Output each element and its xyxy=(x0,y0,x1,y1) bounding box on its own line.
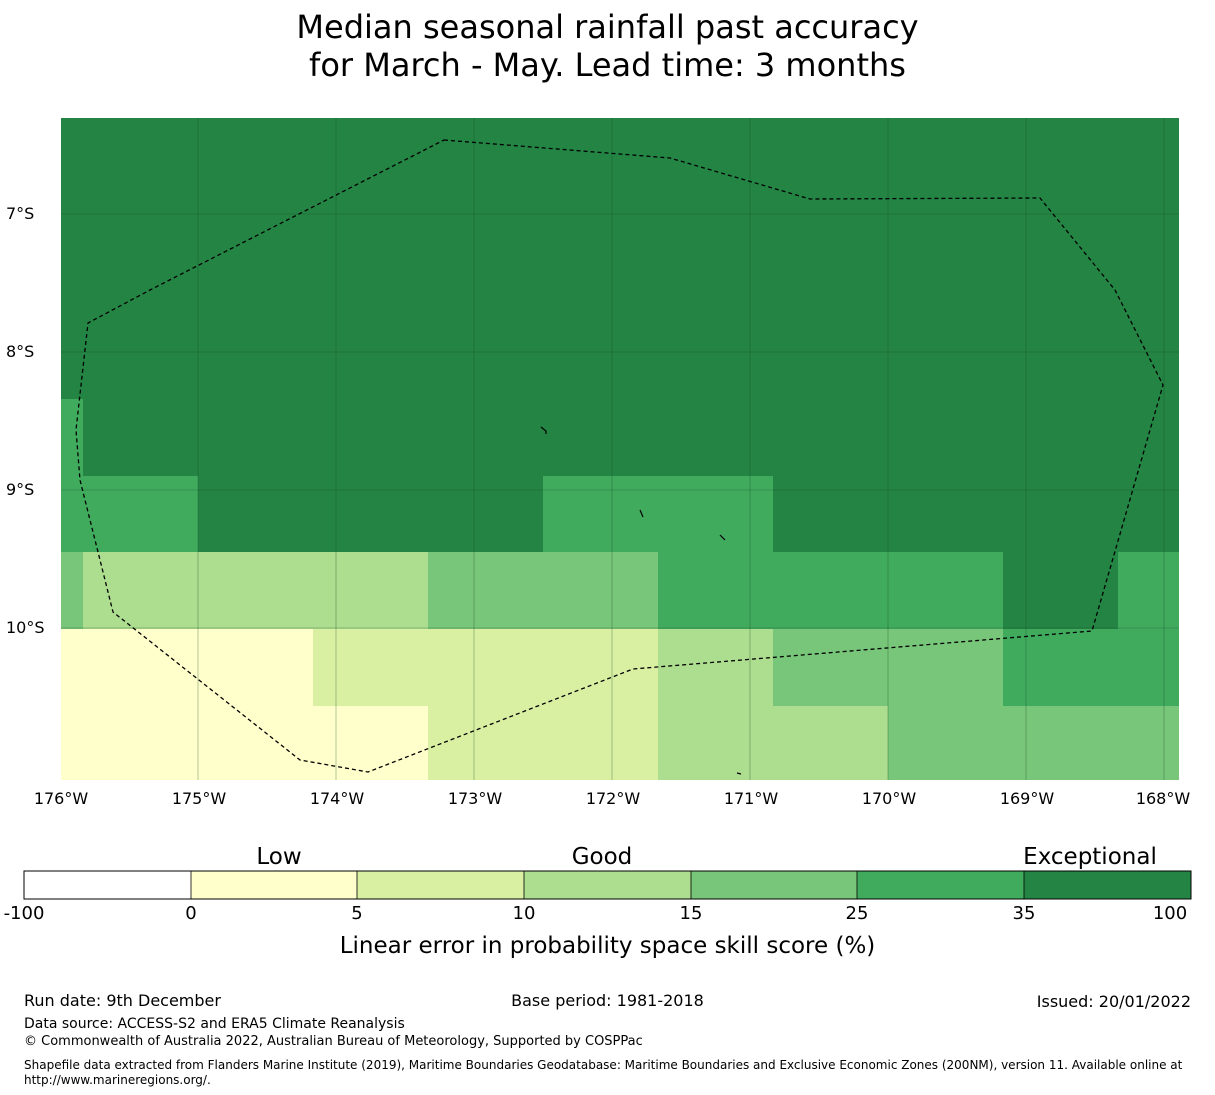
island-outline xyxy=(540,426,547,434)
grid-cell xyxy=(658,629,773,706)
lon-label: 176°W xyxy=(33,789,89,808)
lon-label: 168°W xyxy=(1135,789,1191,808)
grid-cell xyxy=(61,118,1179,399)
chart-title-line-2: for March - May. Lead time: 3 months xyxy=(309,46,906,84)
grid-cell xyxy=(1003,629,1179,706)
grid-cell xyxy=(61,552,83,629)
lat-label: 10°S xyxy=(6,618,45,637)
colorbar-tick: 100 xyxy=(1152,903,1188,924)
grid-cell xyxy=(888,706,1179,780)
base-period: Base period: 1981-2018 xyxy=(511,991,704,1010)
grid-cell xyxy=(658,706,888,780)
shapefile-url: http://www.marineregions.org/. xyxy=(24,1073,211,1087)
copyright: © Commonwealth of Australia 2022, Austra… xyxy=(24,1034,643,1049)
run-date: Run date: 9th December xyxy=(24,991,221,1010)
lon-label: 169°W xyxy=(999,789,1055,808)
lon-label: 171°W xyxy=(723,789,779,808)
lon-label: 172°W xyxy=(585,789,641,808)
lon-label: 170°W xyxy=(861,789,917,808)
grid-cell xyxy=(773,476,1179,552)
lat-label: 7°S xyxy=(6,204,35,223)
grid-cell xyxy=(1003,552,1118,629)
grid-cell xyxy=(61,706,428,780)
lon-label: 173°W xyxy=(447,789,503,808)
grid-cell xyxy=(61,476,198,552)
grid-cell xyxy=(83,399,1179,476)
grid-cell xyxy=(313,629,658,706)
eez-boundary xyxy=(75,139,1164,773)
colorbar-tick: 15 xyxy=(679,903,703,924)
colorbar-tick: 35 xyxy=(1012,903,1036,924)
island-outline xyxy=(736,772,742,775)
lat-label: 9°S xyxy=(6,480,35,499)
colorbar-label: Linear error in probability space skill … xyxy=(339,933,876,959)
grid-cell xyxy=(83,552,428,629)
lon-label: 174°W xyxy=(309,789,365,808)
island-outline xyxy=(719,534,726,541)
issued-date: Issued: 20/01/2022 xyxy=(1036,992,1191,1011)
island-outlines xyxy=(540,426,742,775)
grid-cell xyxy=(1118,552,1179,629)
gridlines xyxy=(61,118,1179,780)
colorbar-category-good: Good xyxy=(571,844,633,870)
colorbar-tick: 25 xyxy=(845,903,869,924)
grid-cell xyxy=(543,476,773,552)
colorbar-segment xyxy=(191,871,357,899)
skill-grid-cells xyxy=(61,118,1179,780)
colorbar-tick: -100 xyxy=(3,903,45,924)
chart-title-line-1: Median seasonal rainfall past accuracy xyxy=(296,8,919,46)
colorbar-category-exceptional: Exceptional xyxy=(1023,844,1157,870)
grid-cell xyxy=(61,629,313,706)
grid-cell xyxy=(428,552,658,629)
grid-cell xyxy=(61,399,83,476)
colorbar-tick: 10 xyxy=(512,903,536,924)
colorbar-frame xyxy=(23,870,1192,900)
shapefile-credit: Shapefile data extracted from Flanders M… xyxy=(24,1058,1183,1072)
colorbar-segment xyxy=(857,871,1024,899)
lon-label: 175°W xyxy=(171,789,227,808)
colorbar xyxy=(23,870,1192,900)
grid-cell xyxy=(198,476,543,552)
colorbar-tick: 5 xyxy=(351,903,363,924)
colorbar-segment xyxy=(524,871,691,899)
colorbar-segment xyxy=(24,871,191,899)
colorbar-category-low: Low xyxy=(256,844,302,870)
grid-cell xyxy=(428,706,658,780)
grid-cell xyxy=(658,552,1003,629)
lat-label: 8°S xyxy=(6,342,35,361)
colorbar-segment xyxy=(357,871,524,899)
colorbar-tick: 0 xyxy=(185,903,197,924)
data-source: Data source: ACCESS-S2 and ERA5 Climate … xyxy=(24,1016,405,1032)
colorbar-segment xyxy=(691,871,857,899)
island-outline xyxy=(639,509,644,518)
colorbar-segment xyxy=(1024,871,1191,899)
